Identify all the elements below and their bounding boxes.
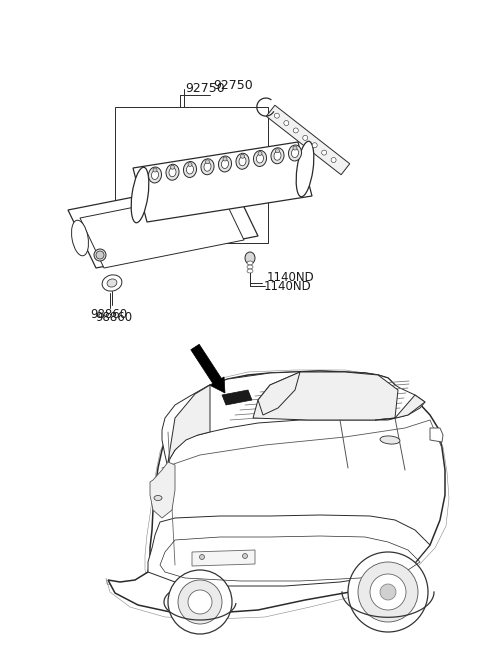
Circle shape xyxy=(242,554,248,558)
Ellipse shape xyxy=(247,269,253,273)
Bar xyxy=(266,105,350,174)
Polygon shape xyxy=(258,372,300,415)
Polygon shape xyxy=(430,428,443,442)
Ellipse shape xyxy=(258,152,262,155)
Ellipse shape xyxy=(296,141,314,197)
Polygon shape xyxy=(211,377,225,393)
Ellipse shape xyxy=(169,168,176,176)
Circle shape xyxy=(200,554,204,560)
Circle shape xyxy=(380,584,396,600)
Ellipse shape xyxy=(148,167,162,183)
Polygon shape xyxy=(150,462,175,518)
Ellipse shape xyxy=(131,167,149,223)
Ellipse shape xyxy=(271,148,284,164)
Circle shape xyxy=(303,135,308,140)
Text: 92750: 92750 xyxy=(213,79,253,92)
Ellipse shape xyxy=(256,154,264,163)
Polygon shape xyxy=(191,344,223,386)
Circle shape xyxy=(322,150,327,155)
Polygon shape xyxy=(80,190,244,268)
Circle shape xyxy=(168,570,232,634)
Circle shape xyxy=(348,552,428,632)
Ellipse shape xyxy=(223,157,227,161)
Polygon shape xyxy=(148,515,430,586)
Ellipse shape xyxy=(288,145,301,161)
Ellipse shape xyxy=(152,171,158,180)
Circle shape xyxy=(178,580,222,624)
Polygon shape xyxy=(168,385,210,462)
Polygon shape xyxy=(375,395,425,420)
Ellipse shape xyxy=(188,163,192,167)
Ellipse shape xyxy=(253,150,266,167)
Ellipse shape xyxy=(245,252,255,264)
Ellipse shape xyxy=(380,436,400,444)
Ellipse shape xyxy=(236,154,249,169)
Ellipse shape xyxy=(186,165,193,174)
Text: 98860: 98860 xyxy=(95,311,132,324)
Text: 98860: 98860 xyxy=(90,308,127,321)
Polygon shape xyxy=(133,142,312,222)
Circle shape xyxy=(358,562,418,622)
Text: 1140ND: 1140ND xyxy=(267,271,315,284)
Circle shape xyxy=(312,143,317,148)
Polygon shape xyxy=(192,550,255,566)
Ellipse shape xyxy=(221,159,228,169)
Ellipse shape xyxy=(239,157,246,166)
Ellipse shape xyxy=(293,146,297,150)
Ellipse shape xyxy=(183,161,196,178)
Text: 92750: 92750 xyxy=(185,82,225,95)
Circle shape xyxy=(370,574,406,610)
Ellipse shape xyxy=(247,261,253,265)
Ellipse shape xyxy=(274,152,281,160)
Ellipse shape xyxy=(205,160,209,164)
Ellipse shape xyxy=(94,249,106,261)
Ellipse shape xyxy=(247,265,253,269)
Polygon shape xyxy=(222,390,252,405)
Ellipse shape xyxy=(204,162,211,171)
Ellipse shape xyxy=(107,279,117,287)
Polygon shape xyxy=(162,371,425,468)
Circle shape xyxy=(331,157,336,163)
Ellipse shape xyxy=(102,275,122,291)
Ellipse shape xyxy=(154,495,162,501)
Polygon shape xyxy=(253,372,398,420)
Ellipse shape xyxy=(153,168,157,172)
Polygon shape xyxy=(108,371,445,613)
Circle shape xyxy=(284,121,289,125)
Text: 1140ND: 1140ND xyxy=(264,280,312,293)
Polygon shape xyxy=(68,178,258,268)
Ellipse shape xyxy=(291,148,299,157)
Ellipse shape xyxy=(170,165,175,169)
Circle shape xyxy=(275,113,279,118)
Ellipse shape xyxy=(72,220,88,256)
Ellipse shape xyxy=(240,154,244,158)
Ellipse shape xyxy=(166,164,179,180)
Ellipse shape xyxy=(201,159,214,174)
Ellipse shape xyxy=(218,156,231,172)
Circle shape xyxy=(96,251,104,259)
Ellipse shape xyxy=(276,149,279,153)
Circle shape xyxy=(293,128,298,133)
Circle shape xyxy=(188,590,212,614)
